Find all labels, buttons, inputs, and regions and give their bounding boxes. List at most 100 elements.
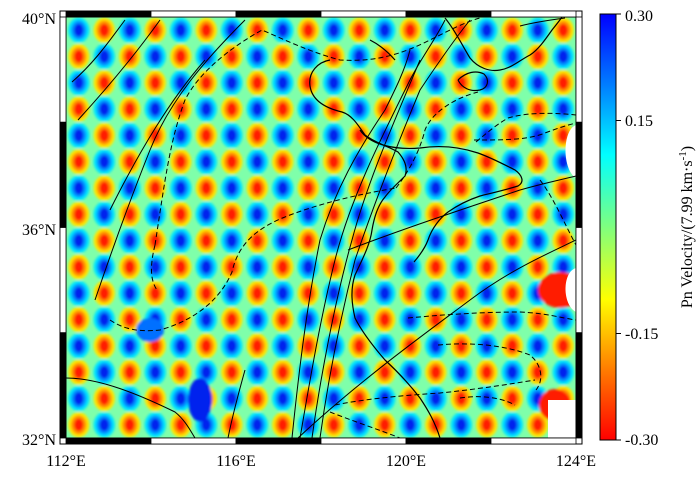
high-velocity-anomaly-core: [125, 23, 135, 37]
high-velocity-anomaly-core: [176, 23, 186, 37]
low-velocity-anomaly-core: [201, 181, 211, 195]
frame-segment: [405, 10, 492, 18]
frame-segment: [320, 10, 407, 18]
low-velocity-anomaly-core: [278, 365, 288, 379]
high-velocity-anomaly-core: [227, 181, 237, 195]
high-velocity-anomaly-core: [558, 50, 568, 63]
high-velocity-anomaly-core: [150, 155, 160, 169]
high-velocity-anomaly-core: [201, 102, 211, 116]
high-velocity-anomaly-core: [507, 313, 517, 326]
high-velocity-anomaly-core: [329, 129, 339, 142]
low-velocity-anomaly-core: [533, 313, 543, 326]
low-velocity-anomaly-core: [507, 76, 517, 90]
low-velocity-anomaly-core: [303, 339, 313, 353]
low-velocity-anomaly-core: [99, 234, 109, 247]
high-velocity-anomaly-core: [456, 208, 466, 221]
low-velocity-anomaly-core: [150, 286, 160, 300]
high-velocity-anomaly-core: [482, 392, 492, 405]
high-velocity-anomaly-core: [507, 208, 517, 221]
lat-label-32: 32°N: [22, 432, 56, 449]
block-boundary: [475, 112, 576, 143]
high-velocity-anomaly-core: [431, 392, 441, 405]
low-velocity-anomaly-core: [456, 129, 466, 142]
low-velocity-anomaly-core: [507, 286, 517, 300]
latitude-labels: 40°N 36°N 32°N: [22, 11, 56, 449]
high-velocity-anomaly-core: [278, 76, 288, 90]
low-velocity-anomaly-core: [74, 155, 84, 169]
low-velocity-anomaly-core: [278, 260, 288, 274]
high-velocity-anomaly-core: [405, 50, 415, 63]
fault-line: [347, 175, 576, 251]
colorbar-ticks: [616, 13, 621, 441]
low-velocity-anomaly-core: [354, 392, 364, 405]
high-velocity-anomaly-core: [150, 102, 160, 116]
low-velocity-anomaly-core: [405, 129, 415, 142]
high-velocity-anomaly-core: [227, 23, 237, 37]
no-data-patch: [548, 400, 576, 438]
colorbar-tick-label-015: 0.15: [625, 113, 653, 130]
fault-lines: [66, 17, 576, 438]
high-velocity-anomaly-core: [507, 418, 517, 432]
high-velocity-anomaly-core: [278, 181, 288, 195]
fault-line: [77, 19, 161, 121]
high-velocity-anomaly-core: [303, 102, 313, 116]
block-boundary: [154, 17, 481, 246]
block-boundary: [539, 179, 576, 246]
high-velocity-anomaly-core: [278, 234, 288, 247]
low-velocity-anomaly-core: [456, 234, 466, 247]
low-velocity-anomaly-core: [405, 286, 415, 300]
high-velocity-anomaly-core: [329, 23, 339, 37]
high-velocity-anomaly-core: [252, 208, 262, 221]
frame-segment: [490, 437, 577, 445]
high-velocity-anomaly-core: [507, 50, 517, 63]
high-velocity-anomaly-core: [507, 155, 517, 169]
fault-line: [66, 377, 196, 438]
high-velocity-anomaly-core: [176, 339, 186, 353]
block-boundary: [459, 396, 516, 406]
low-velocity-anomaly-core: [278, 155, 288, 169]
low-velocity-anomaly-core: [278, 313, 288, 326]
high-velocity-anomaly-core: [227, 76, 237, 90]
low-velocity-anomaly-core: [74, 365, 84, 379]
low-velocity-anomaly-core: [227, 50, 237, 63]
low-velocity-anomaly-core: [278, 50, 288, 63]
high-velocity-anomaly-core: [329, 286, 339, 300]
low-velocity-anomaly-core: [456, 286, 466, 300]
low-velocity-anomaly-core: [252, 76, 262, 90]
low-velocity-anomaly-core: [99, 129, 109, 142]
high-velocity-anomaly-core: [99, 313, 109, 326]
low-velocity-anomaly-core: [431, 102, 441, 116]
high-velocity-anomaly-core: [252, 155, 262, 169]
high-velocity-anomaly-core: [431, 181, 441, 195]
high-velocity-anomaly-core: [74, 392, 84, 405]
low-velocity-anomaly-core: [99, 76, 109, 90]
high-velocity-anomaly-core: [303, 50, 313, 63]
high-velocity-anomaly-core: [74, 339, 84, 353]
high-velocity-anomaly-core: [252, 365, 262, 379]
high-velocity-anomaly-core: [456, 365, 466, 379]
high-velocity-anomaly-core: [303, 208, 313, 221]
colorbar: 0.30 0.15 -0.15 -0.30 Pn Velocity/(7.99 …: [599, 8, 696, 449]
high-velocity-anomaly-core: [150, 208, 160, 221]
low-velocity-anomaly-core: [74, 260, 84, 274]
coastline-peninsula: [359, 129, 523, 263]
low-velocity-anomaly-core: [405, 392, 415, 405]
coastline-mainland: [309, 59, 441, 438]
high-velocity-anomaly-core: [125, 339, 135, 353]
high-velocity-anomaly-core: [405, 260, 415, 274]
high-velocity-anomaly-core: [176, 181, 186, 195]
low-velocity-anomaly-core: [482, 50, 492, 63]
low-velocity-anomaly-core: [125, 102, 135, 116]
low-velocity-anomaly-core: [150, 181, 160, 195]
low-velocity-anomaly-core: [431, 50, 441, 63]
high-velocity-anomaly-core: [252, 50, 262, 63]
fault-line: [299, 19, 446, 438]
high-velocity-anomaly-core: [533, 129, 543, 142]
high-velocity-anomaly-core: [252, 418, 262, 432]
high-velocity-anomaly-core: [431, 339, 441, 353]
low-velocity-anomaly-core: [405, 181, 415, 195]
colorbar-tick-label-min: -0.30: [625, 432, 658, 449]
high-velocity-anomaly-core: [380, 76, 390, 90]
broad-anomaly-patch: [188, 378, 212, 422]
frame-segment: [59, 227, 67, 334]
